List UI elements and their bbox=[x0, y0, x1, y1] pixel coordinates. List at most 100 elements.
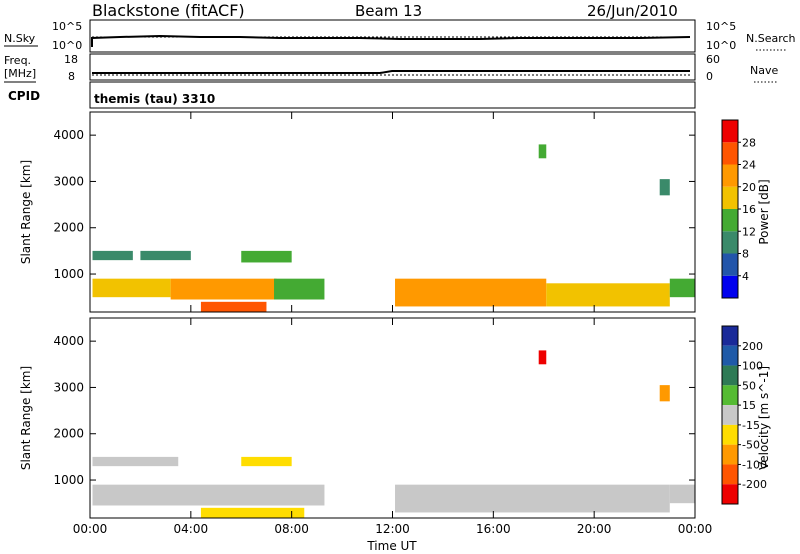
heatmap-cell bbox=[538, 350, 547, 365]
y-tick-label: 3000 bbox=[53, 174, 84, 188]
power-x-ticks bbox=[89, 112, 696, 312]
heatmap-cell bbox=[92, 456, 179, 467]
y-tick-label: 2000 bbox=[53, 427, 84, 441]
noise-panel-frame bbox=[89, 19, 696, 53]
x-tick-label: 00:00 bbox=[73, 522, 108, 536]
colorbar-segment bbox=[722, 345, 738, 366]
heatmap-cell bbox=[92, 250, 133, 261]
power-panel: 1000 2000 3000 4000 Slant Range [km] 4 8 12 16… bbox=[19, 111, 771, 313]
heatmap-cell bbox=[92, 278, 171, 298]
x-axis-label: Time UT bbox=[366, 539, 417, 553]
nave-tick-bottom: 0 bbox=[706, 70, 713, 83]
colorbar-segment bbox=[722, 326, 738, 346]
colorbar-segment bbox=[722, 444, 738, 465]
colorbar-tick-label: 20 bbox=[742, 181, 756, 194]
colorbar-segment bbox=[722, 484, 738, 504]
heatmap-cell bbox=[538, 144, 547, 159]
colorbar-segment bbox=[722, 231, 738, 254]
colorbar-tick-label: -100 bbox=[742, 458, 767, 471]
velocity-x-ticks: 00:00 04:00 08:00 12:00 16:00 20:00 00:00 bbox=[73, 318, 713, 536]
velocity-panel: 1000 2000 3000 4000 00:00 04:00 08:00 12:00 16:… bbox=[19, 317, 771, 536]
colorbar-tick-label: -15 bbox=[742, 419, 760, 432]
velocity-colorbar-label: Velocity [m s^-1] bbox=[757, 366, 771, 470]
station-title: Blackstone (fitACF) bbox=[92, 1, 245, 20]
colorbar-segment bbox=[722, 253, 738, 276]
nave-label: Nave bbox=[750, 64, 778, 77]
x-tick-label: 16:00 bbox=[476, 522, 511, 536]
nsearch-label: N.Search bbox=[746, 32, 796, 45]
colorbar-tick-label: 16 bbox=[742, 203, 756, 216]
power-colorbar: 4 8 12 16 20 24 28 bbox=[721, 119, 756, 299]
velocity-heatmap-data bbox=[92, 350, 695, 518]
colorbar-tick-label: -50 bbox=[742, 439, 760, 452]
heatmap-cell bbox=[659, 179, 670, 196]
y-tick-label: 3000 bbox=[53, 380, 84, 394]
colorbar-segment bbox=[722, 142, 738, 165]
nsky-tick-bottom: 10^0 bbox=[52, 39, 82, 52]
heatmap-cell bbox=[200, 507, 305, 518]
heatmap-cell bbox=[274, 278, 325, 300]
nsky-trace bbox=[91, 34, 691, 47]
power-y-ticks: 1000 2000 3000 4000 bbox=[53, 128, 695, 281]
heatmap-cell bbox=[546, 283, 670, 307]
power-y-axis-label: Slant Range [km] bbox=[19, 160, 33, 264]
x-tick-label: 04:00 bbox=[174, 522, 209, 536]
colorbar-segment bbox=[722, 464, 738, 485]
freq-tick-top: 18 bbox=[64, 53, 78, 66]
x-tick-label: 12:00 bbox=[375, 522, 410, 536]
freq-label-line2: [MHz] bbox=[4, 67, 36, 80]
heatmap-cell bbox=[395, 484, 670, 513]
colorbar-tick-label: 12 bbox=[742, 225, 756, 238]
colorbar-tick-label: 200 bbox=[742, 340, 763, 353]
heatmap-cell bbox=[241, 456, 292, 467]
heatmap-cell bbox=[241, 250, 292, 263]
freq-tick-bottom: 8 bbox=[68, 70, 75, 83]
colorbar-segment bbox=[722, 164, 738, 187]
nsky-label: N.Sky bbox=[4, 32, 36, 45]
colorbar-segment bbox=[722, 209, 738, 232]
colorbar-tick-label: 15 bbox=[742, 399, 756, 412]
colorbar-segment bbox=[722, 186, 738, 209]
colorbar-segment bbox=[722, 424, 738, 445]
nsearch-tick-top: 10^5 bbox=[706, 20, 736, 33]
power-heatmap-data bbox=[92, 144, 695, 312]
colorbar-tick-label: 24 bbox=[742, 159, 756, 172]
colorbar-tick-label: 4 bbox=[742, 270, 749, 283]
freq-panel-frame bbox=[89, 53, 696, 81]
beam-label: Beam 13 bbox=[355, 2, 422, 20]
cpid-panel-frame bbox=[89, 81, 696, 109]
y-tick-label: 1000 bbox=[53, 473, 84, 487]
colorbar-tick-label: -200 bbox=[742, 478, 767, 491]
cpid-label: CPID bbox=[8, 89, 40, 103]
nave-tick-top: 60 bbox=[706, 53, 720, 66]
velocity-y-ticks: 1000 2000 3000 4000 bbox=[53, 334, 695, 487]
heatmap-cell bbox=[170, 278, 277, 300]
heatmap-cell bbox=[395, 278, 547, 307]
colorbar-segment bbox=[722, 405, 738, 425]
colorbar-segment bbox=[722, 385, 738, 406]
y-tick-label: 1000 bbox=[53, 267, 84, 281]
power-colorbar-label: Power [dB] bbox=[757, 179, 771, 244]
colorbar-segment bbox=[722, 365, 738, 386]
colorbar-tick-label: 50 bbox=[742, 379, 756, 392]
freq-label-line1: Freq. bbox=[4, 54, 31, 67]
x-tick-label: 20:00 bbox=[577, 522, 612, 536]
velocity-y-axis-label: Slant Range [km] bbox=[19, 366, 33, 470]
colorbar-frame bbox=[721, 325, 739, 505]
heatmap-cell bbox=[659, 385, 670, 402]
colorbar-tick-label: 100 bbox=[742, 360, 763, 373]
heatmap-cell bbox=[669, 484, 695, 504]
x-tick-label: 00:00 bbox=[678, 522, 713, 536]
date-label: 26/Jun/2010 bbox=[587, 2, 678, 20]
y-tick-label: 4000 bbox=[53, 128, 84, 142]
heatmap-cell bbox=[140, 250, 191, 261]
heatmap-cell bbox=[200, 301, 267, 312]
colorbar-segment bbox=[722, 120, 738, 143]
heatmap-cell bbox=[92, 484, 325, 506]
velocity-colorbar: 200 100 50 15 -15 -50 -100 -200 bbox=[721, 325, 767, 505]
colorbar-tick-label: 28 bbox=[742, 136, 756, 149]
y-tick-label: 2000 bbox=[53, 221, 84, 235]
nsky-tick-top: 10^5 bbox=[52, 20, 82, 33]
cpid-value: themis (tau) 3310 bbox=[94, 92, 215, 106]
colorbar-segment bbox=[722, 275, 738, 298]
